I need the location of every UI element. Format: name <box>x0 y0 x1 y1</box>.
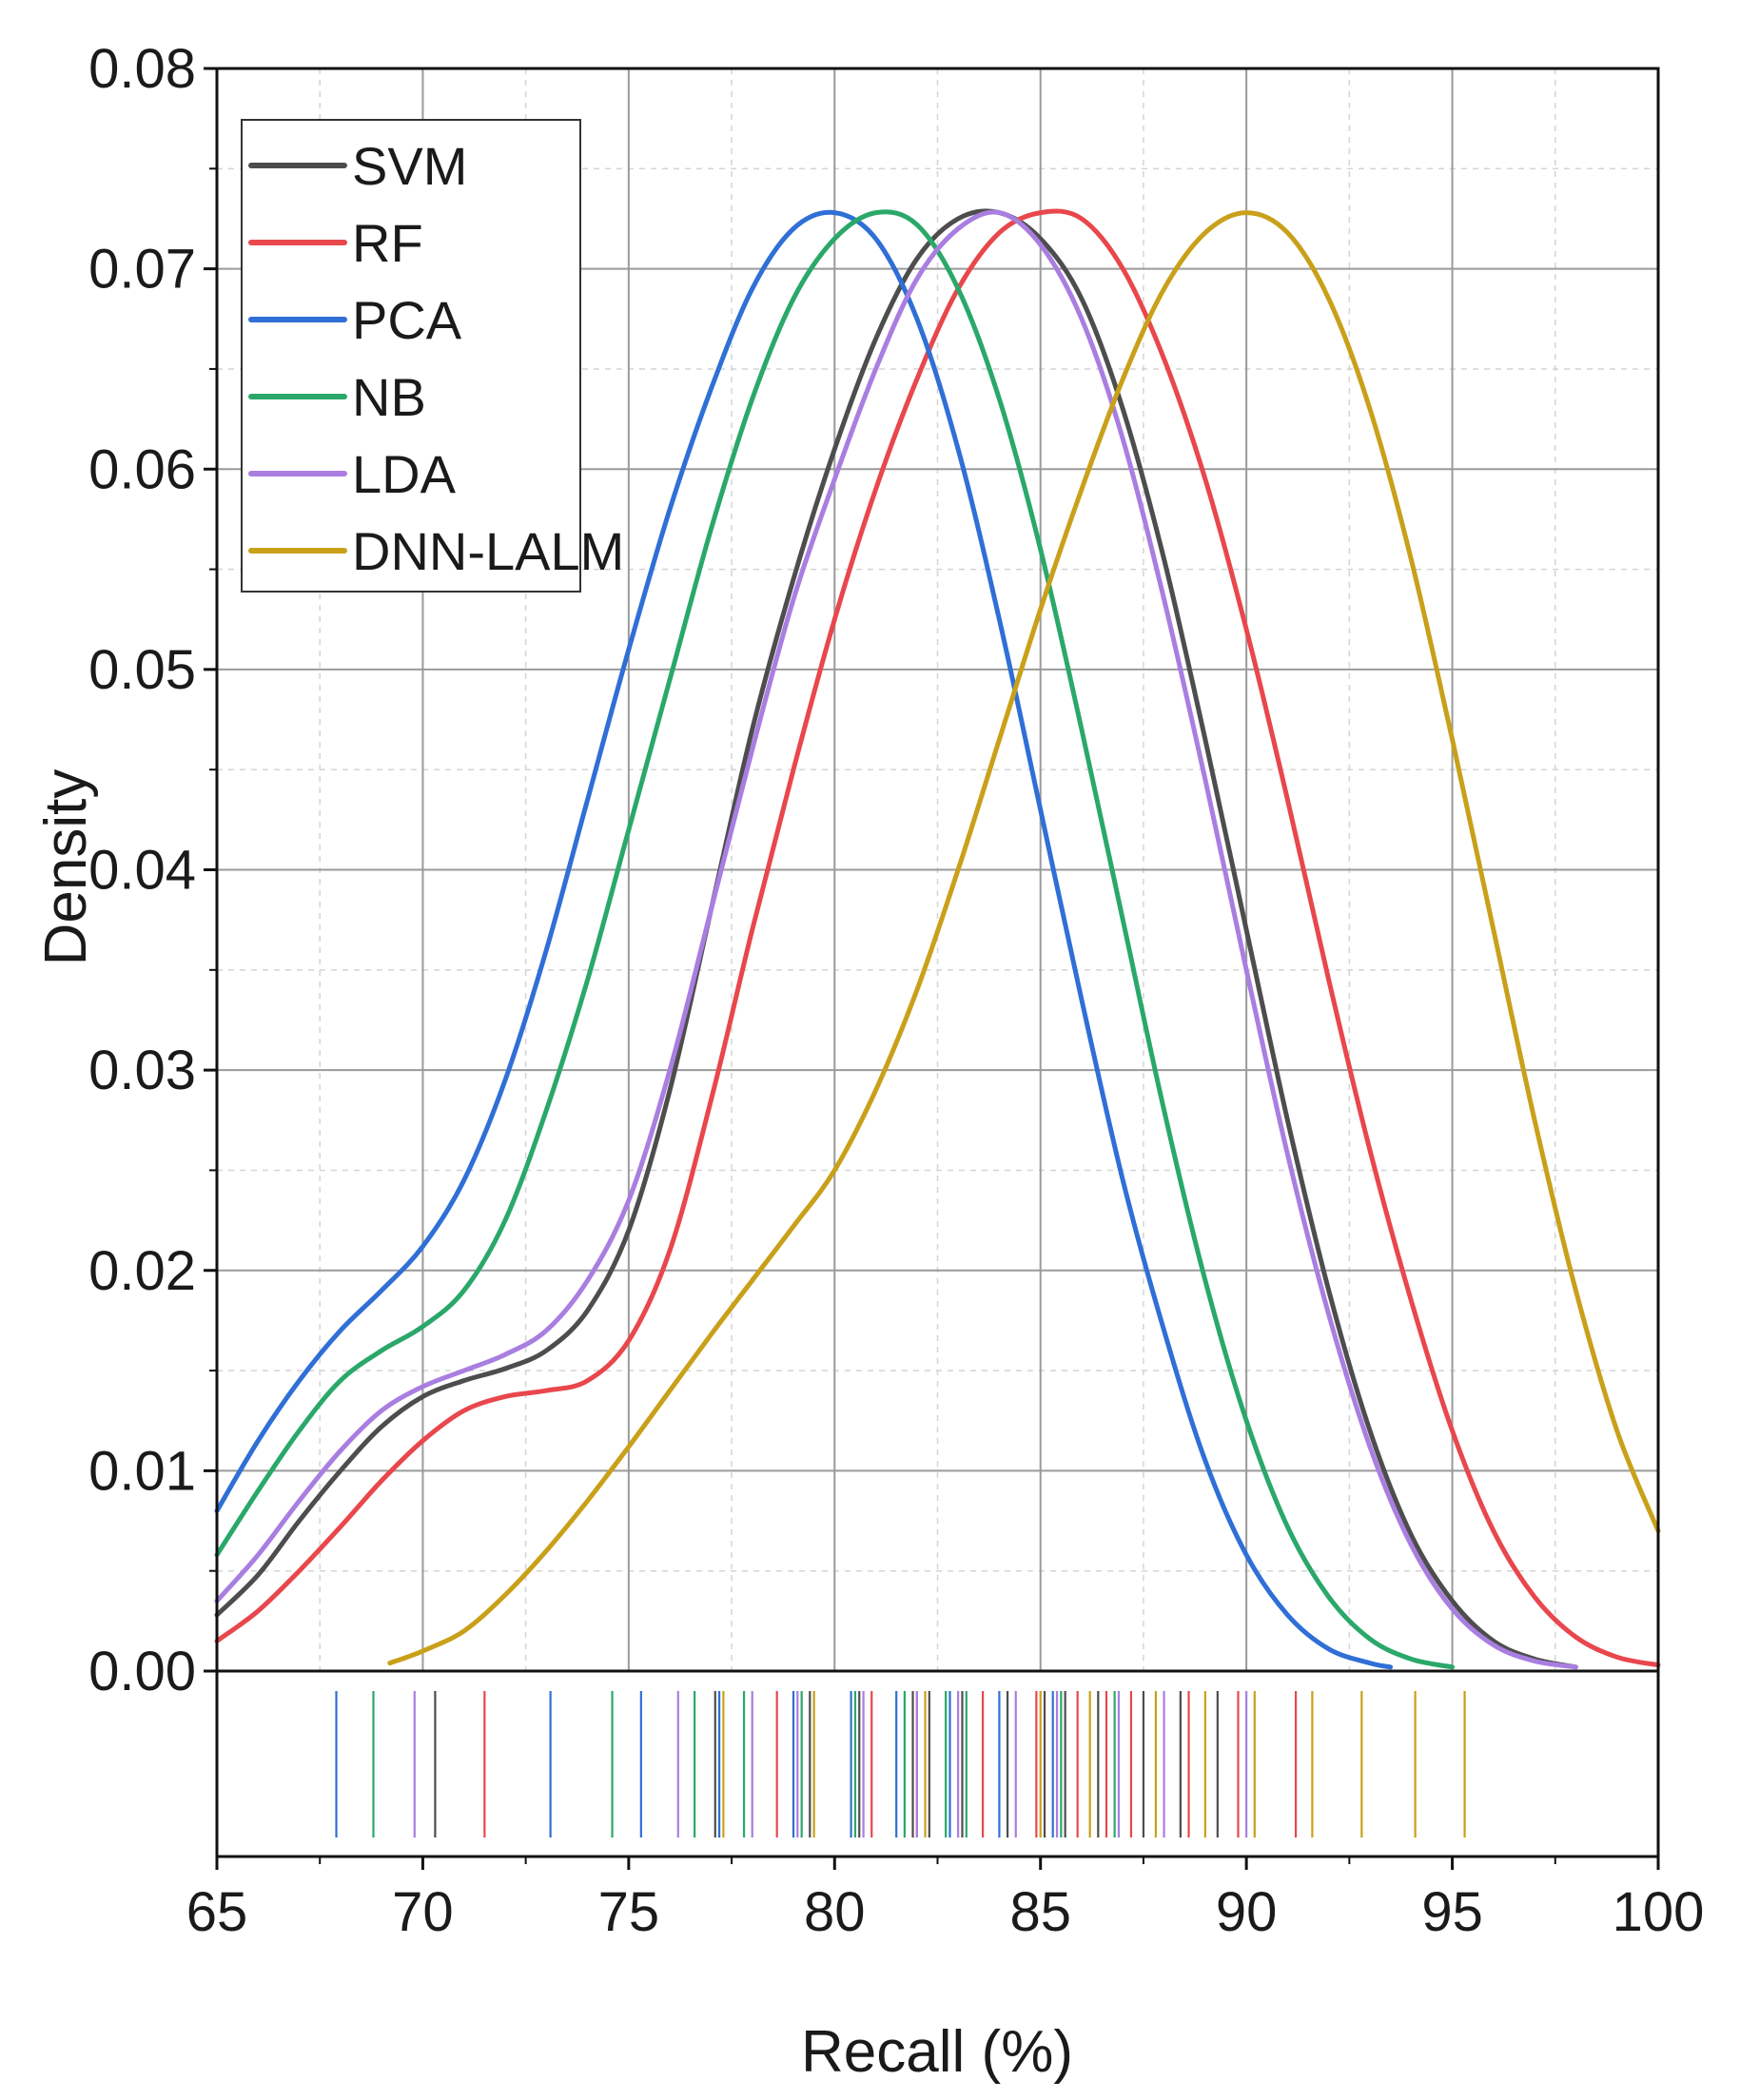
density-curve-dnn-lalm <box>387 210 1661 1666</box>
y-axis-title: Density <box>33 769 99 966</box>
y-tick-label: 0.06 <box>88 438 196 500</box>
x-tick-label: 85 <box>1009 1881 1071 1943</box>
x-tick-label: 70 <box>392 1881 454 1943</box>
density-curve-svm <box>214 208 1578 1670</box>
density-curve-lda <box>214 209 1578 1670</box>
rug-panel <box>335 1691 1466 1838</box>
x-tick-label: 80 <box>804 1881 866 1943</box>
legend-label-pca: PCA <box>352 290 462 350</box>
legend-label-lda: LDA <box>352 444 457 504</box>
density-curve-pca <box>214 209 1394 1670</box>
y-tick-label: 0.08 <box>88 38 196 100</box>
legend-label-dnn-lalm: DNN-LALM <box>352 521 624 581</box>
y-tick-label: 0.00 <box>88 1641 196 1702</box>
y-tick-label: 0.01 <box>88 1440 196 1502</box>
x-tick-label: 90 <box>1216 1881 1278 1943</box>
y-tick-label: 0.07 <box>88 239 196 301</box>
legend-label-nb: NB <box>352 367 426 427</box>
legend-label-svm: SVM <box>352 136 467 196</box>
y-tick-label: 0.05 <box>88 639 196 701</box>
x-axis-title: Recall (%) <box>801 2019 1073 2085</box>
x-tick-label: 75 <box>598 1881 660 1943</box>
legend: SVM RF PCA NB LDA DNN-LALM <box>241 119 624 593</box>
density-curve-nb <box>214 209 1456 1670</box>
x-tick-label: 65 <box>186 1881 248 1943</box>
y-tick-label: 0.03 <box>88 1040 196 1101</box>
axes: 0.00 0.01 0.02 0.03 0.04 0.05 0.06 0.07 0.08 65 70… <box>88 38 1704 1943</box>
legend-box <box>241 119 581 593</box>
legend-label-rf: RF <box>352 213 423 273</box>
curves <box>214 208 1661 1670</box>
y-tick-label: 0.04 <box>88 840 196 902</box>
x-tick-label: 95 <box>1421 1881 1483 1943</box>
y-tick-label: 0.02 <box>88 1240 196 1302</box>
rug-frame <box>215 1669 1660 1858</box>
x-tick-label: 100 <box>1613 1881 1705 1943</box>
